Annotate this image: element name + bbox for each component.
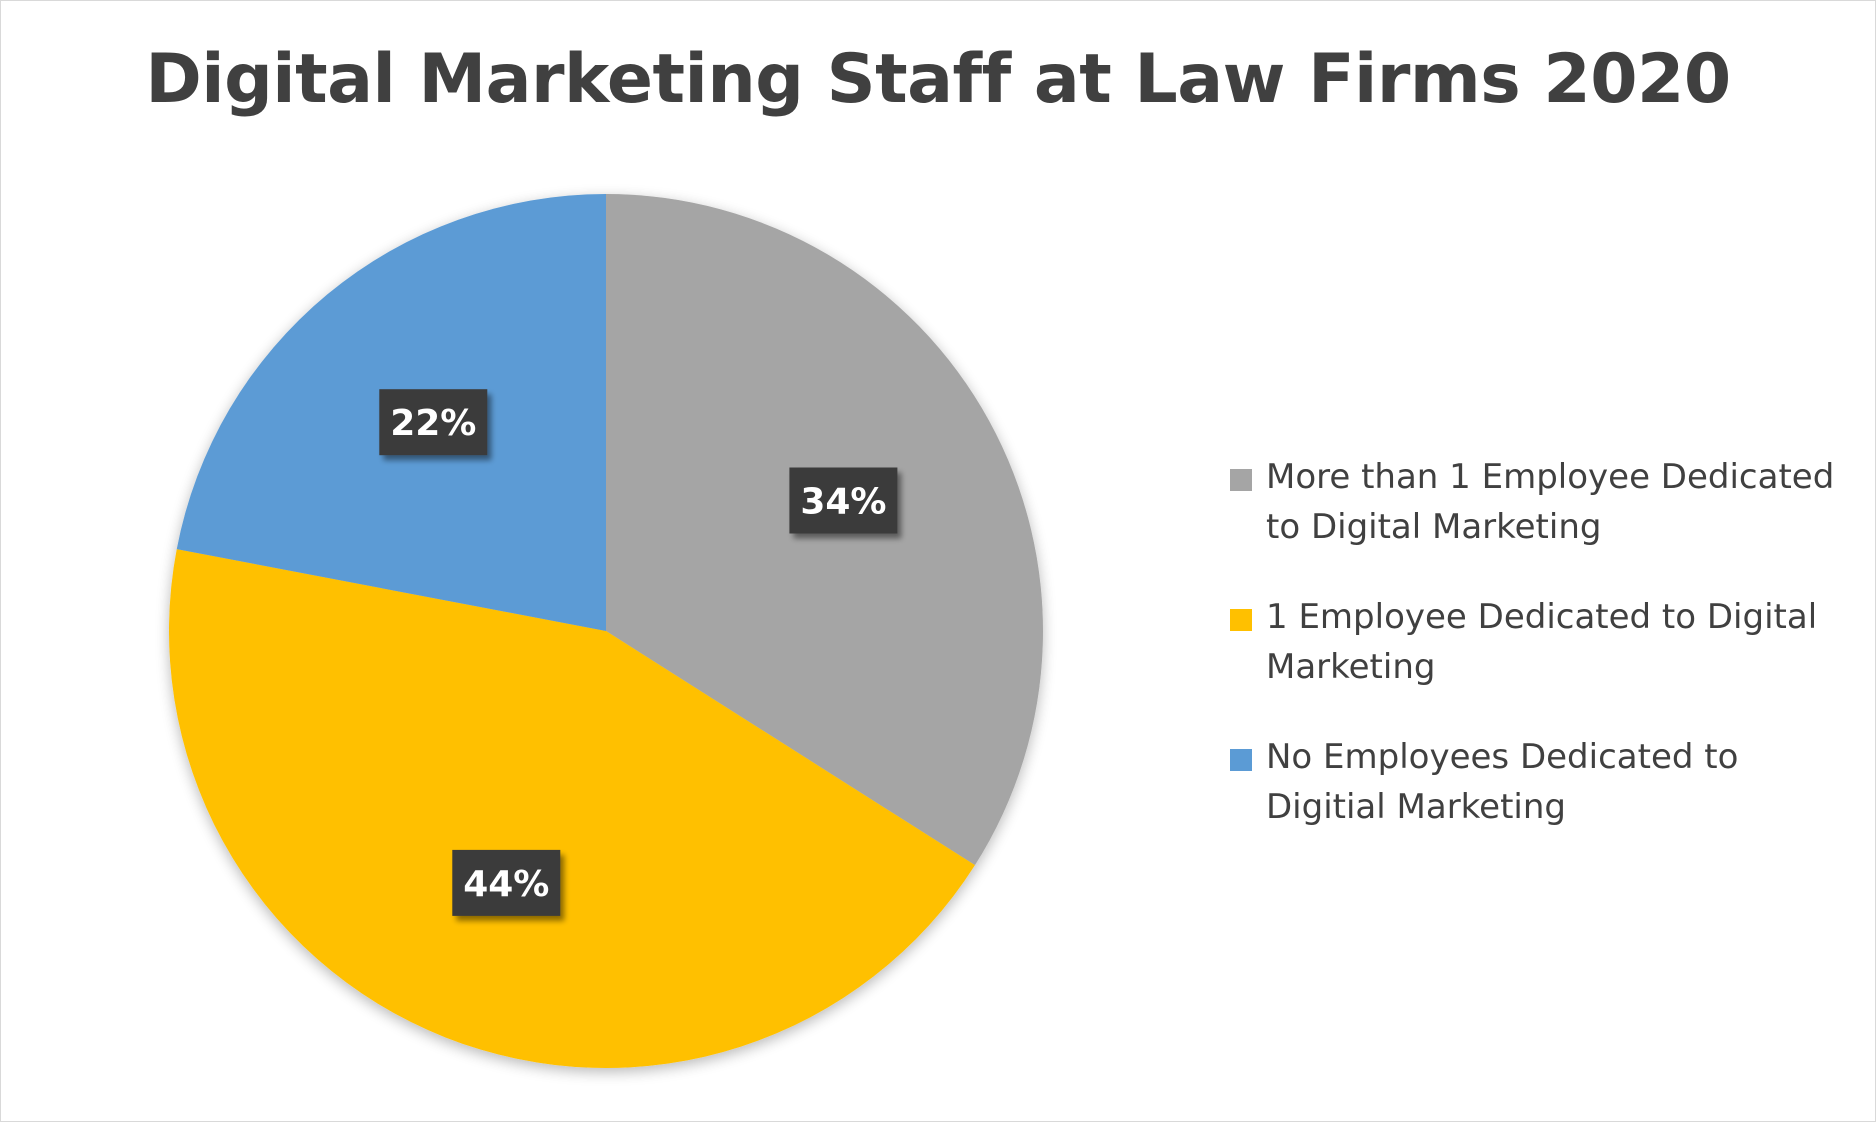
legend-item: 1 Employee Dedicated to Digital Marketin…	[1230, 592, 1850, 692]
data-label: 44%	[452, 849, 561, 916]
legend-item: More than 1 Employee Dedicated to Digita…	[1230, 452, 1850, 552]
data-label: 22%	[379, 389, 488, 456]
chart-title: Digital Marketing Staff at Law Firms 202…	[145, 40, 1731, 119]
data-label-box	[789, 467, 898, 534]
legend-label: More than 1 Employee Dedicated to Digita…	[1266, 457, 1835, 547]
pie-slices	[168, 193, 1044, 1069]
data-label-text: 34%	[800, 482, 886, 523]
data-labels: 34% 44% 22%	[379, 389, 898, 916]
legend-swatch	[1230, 749, 1252, 771]
data-label-box	[452, 849, 561, 916]
data-label-box	[379, 389, 488, 456]
pie-slice	[168, 549, 975, 1069]
data-label: 34%	[789, 467, 898, 534]
legend-label: 1 Employee Dedicated to Digital Marketin…	[1266, 597, 1818, 687]
legend-item: No Employees Dedicated to Digitial Marke…	[1230, 732, 1850, 832]
legend-label: No Employees Dedicated to Digitial Marke…	[1266, 737, 1739, 827]
legend: More than 1 Employee Dedicated to Digita…	[1230, 452, 1850, 872]
data-label-text: 22%	[390, 403, 476, 444]
legend-swatch	[1230, 469, 1252, 491]
legend-swatch	[1230, 609, 1252, 631]
data-label-text: 44%	[463, 864, 549, 905]
